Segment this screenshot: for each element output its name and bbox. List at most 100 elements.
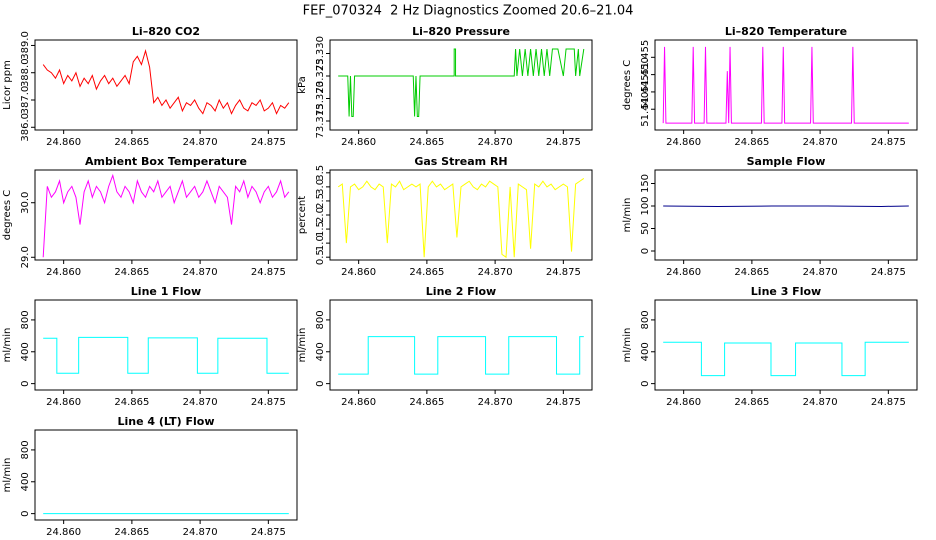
- x-tick-label: 24.865: [409, 267, 444, 278]
- y-tick-label: 51.445: [640, 74, 651, 109]
- y-tick-label: 3.0: [315, 179, 326, 195]
- y-tick-label: 800: [20, 440, 31, 459]
- x-tick-label: 24.870: [478, 267, 513, 278]
- y-tick-label: 0.5: [315, 249, 326, 265]
- x-tick-label: 24.875: [546, 267, 581, 278]
- data-line: [338, 48, 585, 117]
- panel-title: Line 3 Flow: [751, 285, 821, 298]
- y-tick-label: 51.455: [640, 40, 651, 75]
- x-tick-label: 24.875: [871, 267, 906, 278]
- y-axis-label: degrees C: [622, 60, 633, 110]
- y-axis-label: ml/min: [297, 328, 308, 363]
- x-tick-label: 24.875: [546, 397, 581, 408]
- x-tick-label: 24.865: [114, 267, 149, 278]
- y-tick-label: 73.325: [315, 59, 326, 94]
- plot-box: [654, 169, 918, 261]
- y-axis-label: ml/min: [2, 458, 13, 493]
- y-tick-label: 100: [640, 196, 651, 215]
- plot-box: [34, 299, 298, 391]
- y-tick-label: 400: [20, 472, 31, 491]
- x-tick-label: 24.860: [666, 397, 701, 408]
- plot-box: [34, 39, 298, 131]
- y-tick-label: 50: [640, 222, 651, 235]
- y-tick-label: 29.0: [20, 246, 31, 268]
- x-tick-label: 24.870: [803, 397, 838, 408]
- y-tick-label: 400: [640, 342, 651, 361]
- x-tick-label: 24.870: [183, 137, 218, 148]
- x-tick-label: 24.875: [251, 397, 286, 408]
- y-tick-label: 400: [20, 342, 31, 361]
- y-tick-label: 51.440: [640, 92, 651, 127]
- x-tick-label: 24.860: [341, 267, 376, 278]
- x-tick-label: 24.870: [478, 137, 513, 148]
- y-tick-label: 51.450: [640, 57, 651, 92]
- y-tick-label: 387.0: [20, 86, 31, 115]
- y-axis-label: ml/min: [2, 328, 13, 363]
- y-axis-label: ml/min: [622, 328, 633, 363]
- x-tick-label: 24.865: [734, 137, 769, 148]
- plot-box: [34, 429, 298, 521]
- x-tick-label: 24.875: [251, 267, 286, 278]
- y-tick-label: 400: [315, 342, 326, 361]
- page-title: FEF_070324 2 Hz Diagnostics Zoomed 20.6–…: [303, 4, 634, 19]
- panel-title: Line 4 (LT) Flow: [118, 415, 215, 428]
- x-tick-label: 24.870: [803, 137, 838, 148]
- plot-box: [329, 169, 593, 261]
- x-tick-label: 24.875: [546, 137, 581, 148]
- plot-box: [34, 169, 298, 261]
- y-axis-label: percent: [297, 196, 308, 234]
- y-tick-label: 30.0: [20, 192, 31, 214]
- y-tick-label: 0: [315, 380, 326, 386]
- plot-box: [329, 299, 593, 391]
- x-tick-label: 24.865: [114, 397, 149, 408]
- y-tick-label: 0: [20, 380, 31, 386]
- x-tick-label: 24.860: [46, 137, 81, 148]
- y-tick-label: 389.0: [20, 31, 31, 60]
- y-tick-label: 0: [640, 248, 651, 254]
- y-tick-label: 3.5: [315, 165, 326, 181]
- y-tick-label: 1.0: [315, 235, 326, 251]
- x-tick-label: 24.870: [183, 527, 218, 538]
- y-tick-label: 2.0: [315, 207, 326, 223]
- plot-box: [654, 39, 918, 131]
- x-tick-label: 24.865: [734, 397, 769, 408]
- y-tick-label: 800: [640, 310, 651, 329]
- y-tick-label: 0: [20, 510, 31, 516]
- y-tick-label: 2.5: [315, 193, 326, 209]
- y-tick-label: 800: [20, 310, 31, 329]
- x-tick-label: 24.870: [803, 267, 838, 278]
- x-tick-label: 24.865: [114, 137, 149, 148]
- x-tick-label: 24.875: [251, 527, 286, 538]
- y-tick-label: 386.0: [20, 113, 31, 142]
- panel-title: Sample Flow: [747, 155, 826, 168]
- panel-title: Li–820 CO2: [132, 25, 200, 38]
- y-tick-label: 73.315: [315, 104, 326, 139]
- x-tick-label: 24.870: [183, 267, 218, 278]
- plot-box: [329, 39, 593, 131]
- data-line: [42, 49, 290, 115]
- x-tick-label: 24.865: [114, 527, 149, 538]
- x-tick-label: 24.875: [871, 397, 906, 408]
- panel-title: Line 2 Flow: [426, 285, 496, 298]
- x-tick-label: 24.865: [734, 267, 769, 278]
- x-tick-label: 24.875: [251, 137, 286, 148]
- x-tick-label: 24.865: [409, 137, 444, 148]
- data-line: [43, 336, 289, 374]
- y-axis-label: kPa: [297, 76, 308, 94]
- panel-title: Line 1 Flow: [131, 285, 201, 298]
- y-tick-label: 0: [640, 380, 651, 386]
- x-tick-label: 24.875: [871, 137, 906, 148]
- y-tick-label: 73.320: [315, 81, 326, 116]
- data-line: [662, 46, 909, 124]
- panel-title: Ambient Box Temperature: [85, 155, 247, 168]
- x-tick-label: 24.860: [341, 137, 376, 148]
- panel-title: Gas Stream RH: [414, 155, 507, 168]
- y-tick-label: 150: [640, 174, 651, 193]
- x-tick-label: 24.865: [409, 397, 444, 408]
- y-axis-label: Licor ppm: [2, 60, 13, 110]
- x-tick-label: 24.870: [478, 397, 513, 408]
- data-line: [42, 173, 290, 258]
- x-tick-label: 24.860: [46, 397, 81, 408]
